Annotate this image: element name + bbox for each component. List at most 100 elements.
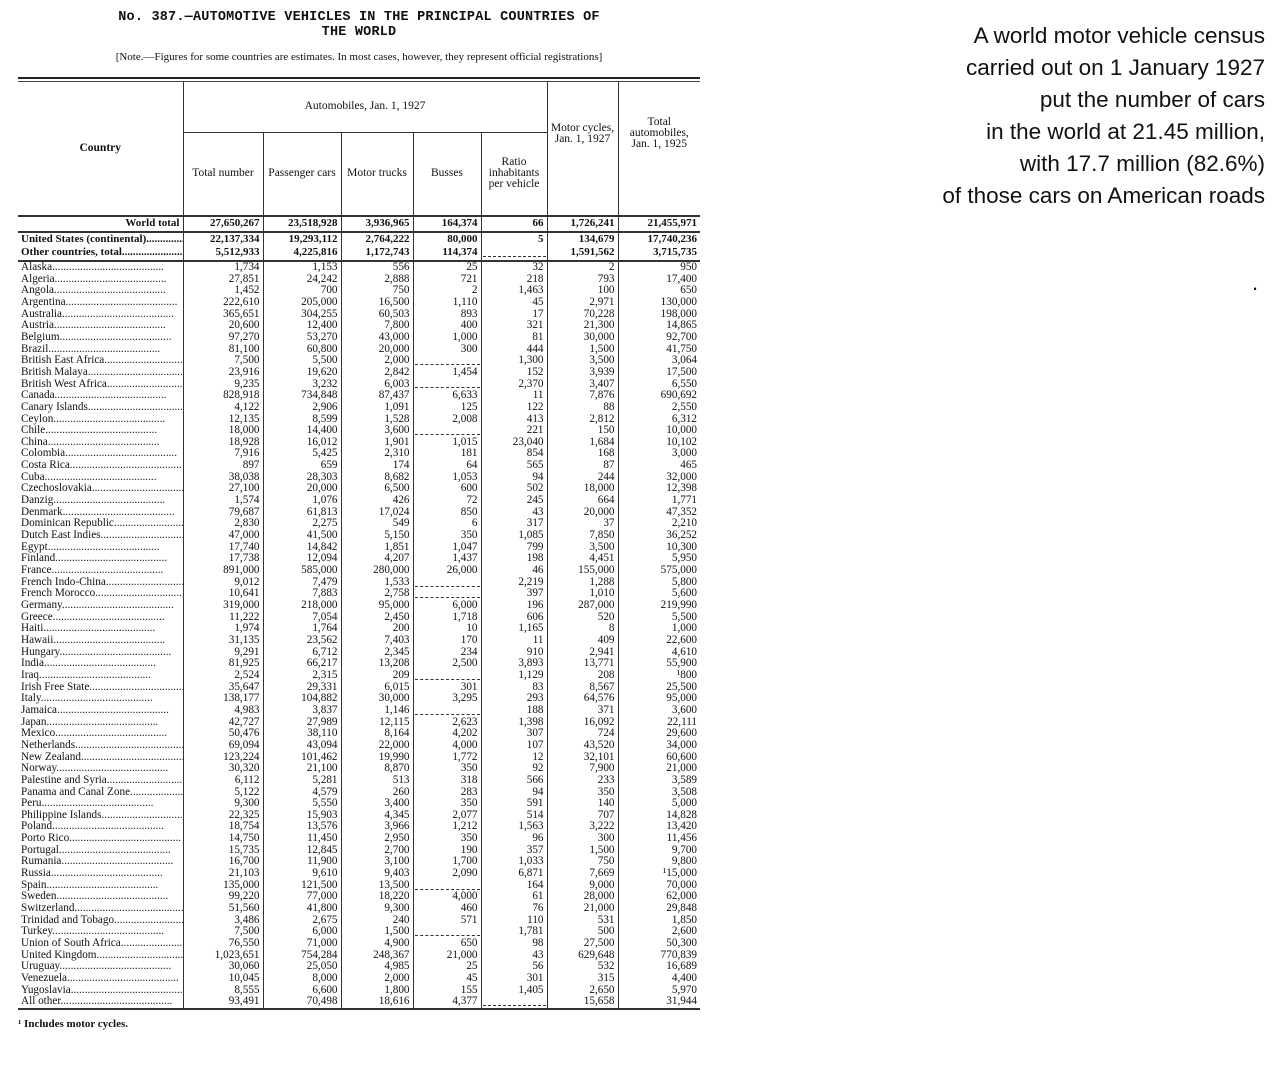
cell-busses: 155 [412,984,481,997]
cell-busses: 350 [412,832,481,845]
cell-ratio: 910 [480,646,548,659]
cell-ratio: 1,398 [480,716,548,729]
cell-total-number: 1,974 [182,623,263,635]
cell-total-1925: 4,610 [617,646,701,659]
cell-country: British West Africa.....................… [21,378,183,390]
cell-motor-trucks: 2,310 [340,448,413,461]
cell-country: Netherlands.............................… [21,739,183,751]
caption-line: with 17.7 million (82.6%) [1019,151,1265,176]
cell-total-number: 1,734 [182,261,263,274]
cell-total-1925: 219,990 [617,599,701,612]
cell-total-1925: 13,420 [617,821,701,834]
cell-passenger-cars: 6,000 [262,926,341,939]
cell-total-1925: 3,600 [617,704,701,717]
cell-busses: 4,000 [412,739,481,752]
cell-total-1925: 3,064 [617,355,701,367]
cell-motor-trucks: 174 [340,459,413,472]
table-row: Costa Rica..............................… [18,459,701,472]
table-row: Jamaica.................................… [18,704,701,717]
cell-total-number: 69,094 [182,739,263,752]
cell-busses: 350 [412,529,481,542]
cell-busses: 1,437 [412,553,481,566]
cell-busses: 318 [412,774,481,787]
cell-motor-trucks: 19,990 [340,751,413,764]
cell-motor-cycles: 350 [546,786,619,799]
cell-busses: 25 [412,961,481,973]
cell-motor-cycles: 1,500 [546,343,619,356]
cell-passenger-cars: 121,500 [262,879,341,892]
cell-motor-trucks: 750 [340,285,413,297]
cell-passenger-cars: 23,518,928 [262,217,341,232]
cell-motor-cycles: 3,939 [546,366,619,379]
cell-passenger-cars: 13,576 [262,821,341,834]
cell-country: Union of South Africa...................… [21,938,183,950]
cell-busses: 45 [412,972,481,985]
cell-total-1925: 2,210 [617,518,701,531]
cell-motor-cycles: 244 [546,471,619,484]
table-row: Canary Islands..........................… [18,401,701,414]
cell-passenger-cars: 659 [262,459,341,472]
caption-line: of those cars on American roads [942,183,1265,208]
cell-country: Belgium.................................… [21,331,172,343]
table-row: Brazil..................................… [18,343,701,356]
cell-busses: 1,454 [412,366,481,379]
cell-country: French Indo-China.......................… [21,576,183,588]
table-row: Yugoslavia..............................… [18,984,701,997]
cell-passenger-cars: 25,050 [262,961,341,973]
cell-total-1925: 36,252 [617,529,701,542]
cell-country: Irish Free State........................… [21,681,183,693]
cell-country: Alaska..................................… [21,261,164,273]
cell-motor-cycles: 2,650 [546,984,619,997]
table-row: Panama and Canal Zone...................… [18,786,701,799]
cell-country: Rumania.................................… [21,856,174,868]
cell-total-1925: ¹15,000 [617,867,701,880]
cell-total-number: 18,000 [182,424,263,437]
table-row: Argentina...............................… [18,296,701,309]
cell-passenger-cars: 585,000 [262,564,341,577]
cell-motor-cycles: 18,000 [546,483,619,496]
cell-total-1925: 5,950 [617,553,701,566]
cell-total-1925: 95,000 [617,693,701,705]
cell-total-number: 81,100 [182,343,263,356]
cell-ratio: 196 [480,599,548,612]
cell-country: Chile...................................… [21,425,158,437]
cell-ratio: 61 [480,891,548,904]
cell-motor-trucks: 8,682 [340,471,413,484]
cell-total-1925: 1,850 [617,914,701,927]
top-rule [18,77,700,82]
cell-motor-cycles: 2,812 [546,413,619,426]
cell-country: Panama and Canal Zone...................… [21,786,183,798]
cell-country: Sweden..................................… [21,891,169,903]
cell-motor-cycles: 1,500 [546,844,619,857]
cell-busses [412,378,481,391]
cell-busses: 1,015 [412,436,481,449]
country-rows: Alaska..................................… [18,261,701,1008]
cell-motor-cycles: 70,228 [546,308,619,321]
cell-passenger-cars: 1,076 [262,494,341,507]
cell-total-1925: 21,000 [617,763,701,775]
cell-total-1925: 21,455,971 [617,217,701,232]
cell-ratio: 1,129 [480,669,548,682]
cell-busses: 170 [412,634,481,647]
cell-busses: 600 [412,483,481,496]
table-row: Colombia................................… [18,448,701,461]
cell-motor-trucks: 3,936,965 [340,217,413,232]
cell-motor-cycles: 9,000 [546,879,619,892]
cell-total-1925: 12,398 [617,483,701,496]
cell-passenger-cars: 9,610 [262,867,341,880]
caption-line: A world motor vehicle census [973,23,1265,48]
table-row: Mexico..................................… [18,728,701,740]
cell-passenger-cars: 6,600 [262,984,341,997]
cell-motor-cycles: 21,300 [546,320,619,332]
cell-country: French Morocco..........................… [21,588,183,600]
cell-total-number: 50,476 [182,728,263,740]
cell-total-1925: 25,500 [617,681,701,694]
cell-motor-cycles: 531 [546,914,619,927]
cell-motor-cycles: 287,000 [546,599,619,612]
cell-total-number: 7,500 [182,926,263,939]
cell-motor-cycles: 87 [546,459,619,472]
cell-total-number: 11,222 [182,611,263,624]
cell-busses [412,588,481,600]
table-row: Dutch East Indies.......................… [18,529,701,542]
cell-ratio: 293 [480,693,548,705]
